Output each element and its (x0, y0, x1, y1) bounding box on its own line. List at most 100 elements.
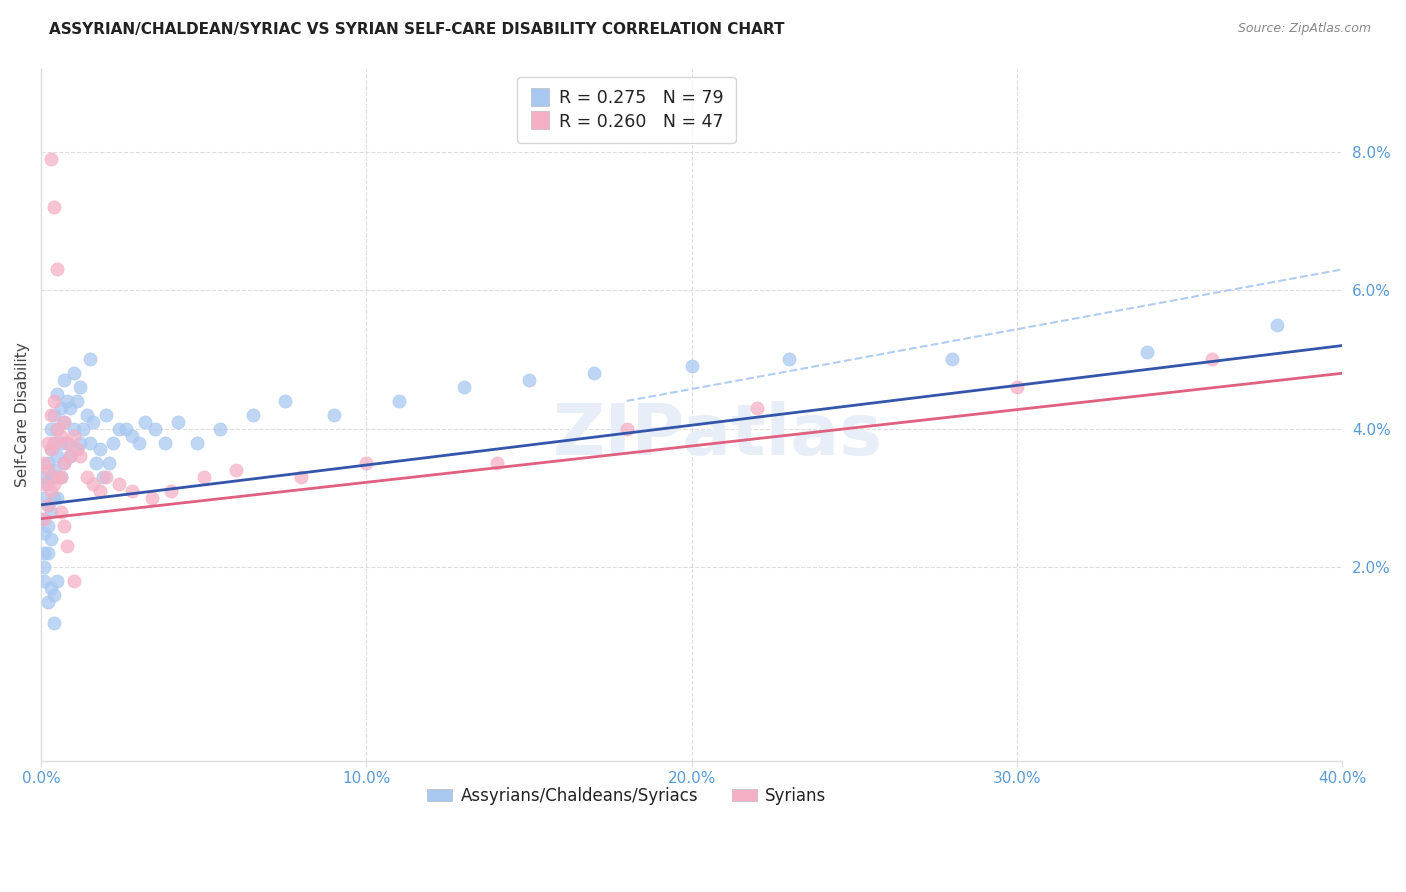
Point (82, 477, 104, 491)
Point (46, 491, 69, 505)
Point (42, 435, 65, 450)
Point (34, 470, 56, 484)
Point (52, 456, 75, 470)
Point (98, 456, 121, 470)
Text: ZIPatlas: ZIPatlas (553, 401, 883, 470)
Point (52, 373, 75, 387)
Point (66, 442, 89, 457)
Point (39, 581, 62, 595)
Point (34, 525, 56, 540)
Point (34, 477, 56, 491)
Point (49, 470, 72, 484)
Point (37, 546, 59, 560)
Point (56, 393, 79, 408)
Point (42, 393, 65, 408)
Point (39, 505, 62, 519)
Point (96, 408, 118, 422)
Point (166, 415, 188, 429)
Point (34, 560, 56, 574)
Point (52, 518, 75, 533)
Text: ASSYRIAN/CHALDEAN/SYRIAC VS SYRIAN SELF-CARE DISABILITY CORRELATION CHART: ASSYRIAN/CHALDEAN/SYRIAC VS SYRIAN SELF-… (49, 22, 785, 37)
Y-axis label: Self-Care Disability: Self-Care Disability (15, 343, 30, 487)
Point (128, 435, 150, 450)
Point (39, 152, 62, 166)
Point (1201, 352, 1223, 367)
Point (37, 477, 59, 491)
Point (76, 470, 98, 484)
Point (108, 477, 131, 491)
Point (290, 470, 312, 484)
Point (42, 491, 65, 505)
Point (69, 380, 91, 394)
Point (69, 450, 91, 464)
Point (62, 422, 84, 436)
Point (62, 428, 84, 442)
Point (37, 498, 59, 512)
Point (49, 505, 72, 519)
Point (134, 415, 156, 429)
Point (37, 435, 59, 450)
Point (39, 442, 62, 457)
Point (39, 483, 62, 498)
Point (46, 450, 69, 464)
Point (583, 366, 606, 380)
Point (96, 470, 118, 484)
Point (160, 483, 183, 498)
Point (49, 401, 72, 415)
Point (37, 518, 59, 533)
Point (46, 387, 69, 401)
Point (86, 456, 108, 470)
Point (56, 435, 79, 450)
Point (39, 442, 62, 457)
Point (39, 470, 62, 484)
Point (453, 380, 475, 394)
Point (46, 422, 69, 436)
Point (62, 366, 84, 380)
Point (745, 401, 768, 415)
Point (46, 574, 69, 588)
Point (72, 422, 94, 436)
Point (42, 588, 65, 602)
Point (66, 393, 89, 408)
Point (46, 422, 69, 436)
Point (356, 456, 378, 470)
Point (108, 422, 131, 436)
Legend: Assyrians/Chaldeans/Syriacs, Syrians: Assyrians/Chaldeans/Syriacs, Syrians (418, 777, 837, 815)
Point (79, 435, 101, 450)
Point (485, 456, 508, 470)
Point (941, 352, 963, 367)
Point (62, 574, 84, 588)
Point (59, 450, 82, 464)
Point (1136, 345, 1159, 359)
Point (42, 615, 65, 630)
Point (42, 435, 65, 450)
Point (42, 463, 65, 477)
Point (681, 359, 703, 374)
Point (49, 470, 72, 484)
Point (66, 442, 89, 457)
Point (37, 463, 59, 477)
Point (34, 511, 56, 525)
Point (141, 491, 163, 505)
Point (42, 200, 65, 214)
Point (193, 470, 215, 484)
Point (39, 422, 62, 436)
Point (186, 435, 208, 450)
Point (34, 491, 56, 505)
Point (517, 373, 540, 387)
Point (208, 422, 231, 436)
Point (69, 435, 91, 450)
Point (52, 415, 75, 429)
Point (56, 540, 79, 554)
Point (322, 408, 344, 422)
Point (34, 456, 56, 470)
Point (616, 422, 638, 436)
Point (242, 408, 264, 422)
Point (388, 393, 411, 408)
Point (39, 408, 62, 422)
Point (52, 415, 75, 429)
Point (1005, 380, 1028, 394)
Point (778, 352, 800, 367)
Point (46, 470, 69, 484)
Point (42, 408, 65, 422)
